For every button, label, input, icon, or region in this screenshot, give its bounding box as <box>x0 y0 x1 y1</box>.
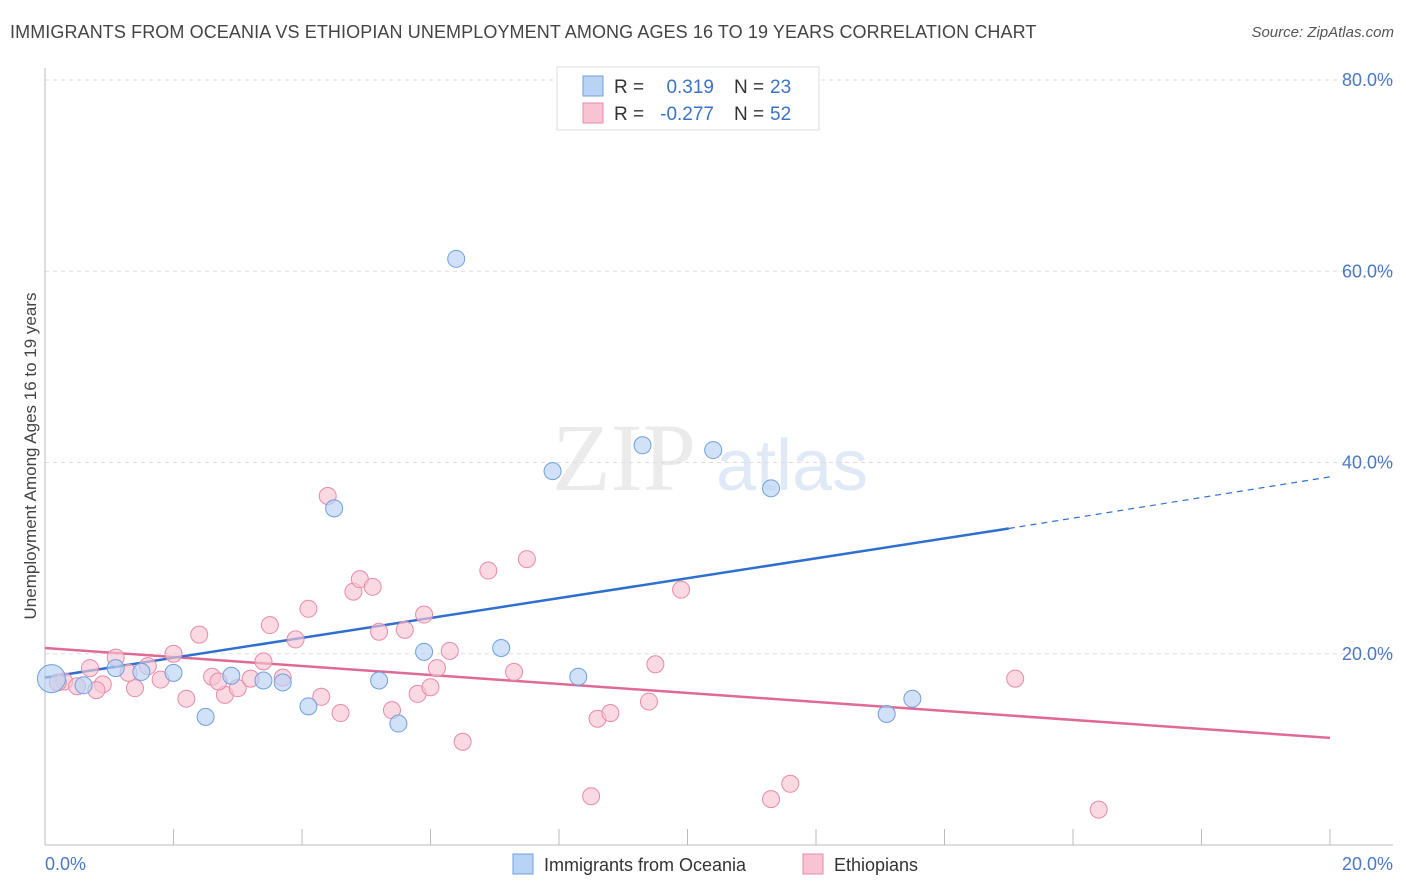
watermark: ZIP atlas <box>552 404 868 511</box>
watermark-zip: ZIP <box>552 404 696 511</box>
data-point-ethiopians <box>781 774 800 793</box>
data-point-oceania <box>164 663 183 682</box>
y-tick-label: 40.0% <box>1342 453 1393 473</box>
bottom-legend-label-2: Ethiopians <box>834 855 918 875</box>
data-point-ethiopians <box>260 616 279 635</box>
data-point-ethiopians <box>505 662 524 681</box>
legend-n-value-1: 23 <box>770 77 791 98</box>
y-tick-label: 80.0% <box>1342 70 1393 90</box>
data-point-ethiopians <box>479 561 498 580</box>
data-point-ethiopians <box>80 659 99 678</box>
data-point-ethiopians <box>639 692 658 711</box>
bottom-legend-swatch-blue <box>512 853 534 875</box>
data-point-ethiopians <box>646 655 665 674</box>
data-point-oceania <box>299 697 318 716</box>
trend-line-oceania-extension <box>1008 476 1331 530</box>
data-point-ethiopians <box>1089 800 1108 819</box>
data-point-oceania <box>389 714 408 733</box>
data-point-ethiopians <box>421 678 440 697</box>
data-point-oceania <box>325 499 344 518</box>
data-point-oceania <box>704 441 723 460</box>
chart-title: IMMIGRANTS FROM OCEANIA VS ETHIOPIAN UNE… <box>10 22 1037 42</box>
y-tick-label: 20.0% <box>1342 644 1393 664</box>
series-immigrants-from-oceania <box>36 249 922 733</box>
data-point-oceania <box>196 707 215 726</box>
legend-n-value-2: 52 <box>770 104 791 125</box>
data-point-ethiopians <box>286 630 305 649</box>
watermark-atlas: atlas <box>716 426 868 506</box>
legend-swatch-blue <box>582 75 604 97</box>
trend-line-oceania <box>44 527 1009 679</box>
data-point-oceania <box>74 676 93 695</box>
data-point-oceania <box>415 642 434 661</box>
data-point-ethiopians <box>190 625 209 644</box>
series-ethiopians <box>48 486 1108 819</box>
data-point-ethiopians <box>254 652 273 671</box>
legend-swatch-pink <box>582 102 604 124</box>
data-point-oceania <box>106 659 125 678</box>
data-point-oceania <box>447 249 466 268</box>
x-tick-labels: 0.0% 20.0% <box>45 854 1393 874</box>
data-point-ethiopians <box>299 599 318 618</box>
data-point-ethiopians <box>601 704 620 723</box>
gridlines <box>45 79 1393 655</box>
data-point-ethiopians <box>164 644 183 663</box>
source-label: Source: ZipAtlas.com <box>1251 24 1394 41</box>
data-point-oceania <box>543 462 562 481</box>
data-point-ethiopians <box>427 659 446 678</box>
legend-r-value-2: -0.277 <box>660 104 714 125</box>
y-tick-labels: 20.0% 40.0% 60.0% 80.0% <box>1342 70 1393 664</box>
x-tick-label: 20.0% <box>1342 854 1393 874</box>
data-point-oceania <box>222 666 241 685</box>
data-point-ethiopians <box>1006 669 1025 688</box>
x-tick-label: 0.0% <box>45 854 86 874</box>
data-point-ethiopians <box>415 605 434 624</box>
data-point-ethiopians <box>762 790 781 809</box>
legend-r-label-1: R = <box>614 77 644 98</box>
y-tick-label: 60.0% <box>1342 261 1393 281</box>
bottom-legend-swatch-pink <box>802 853 824 875</box>
data-point-oceania <box>633 436 652 455</box>
data-point-ethiopians <box>125 679 144 698</box>
data-point-oceania <box>132 662 151 681</box>
x-ticks <box>44 829 1331 845</box>
legend-r-value-1: 0.319 <box>666 77 714 98</box>
data-point-ethiopians <box>363 577 382 596</box>
data-point-oceania <box>877 704 896 723</box>
data-point-ethiopians <box>395 620 414 639</box>
trend-lines <box>44 476 1331 740</box>
data-point-ethiopians <box>517 550 536 569</box>
data-point-oceania <box>903 689 922 708</box>
data-point-oceania <box>254 671 273 690</box>
data-point-ethiopians <box>440 641 459 660</box>
axes <box>44 68 1393 846</box>
data-point-oceania <box>273 673 292 692</box>
data-point-ethiopians <box>312 687 331 706</box>
data-point-ethiopians <box>331 704 350 723</box>
legend-n-label-2: N = <box>734 104 764 125</box>
data-point-ethiopians <box>582 787 601 806</box>
data-point-oceania <box>492 639 511 658</box>
y-axis-label: Unemployment Among Ages 16 to 19 years <box>21 293 40 620</box>
data-point-oceania <box>762 479 781 498</box>
series-legend: Immigrants from Oceania Ethiopians <box>512 853 918 875</box>
data-point-oceania <box>36 664 66 694</box>
data-point-oceania <box>569 667 588 686</box>
stats-legend: R = 0.319 N = 23 R = -0.277 N = 52 <box>556 66 820 131</box>
legend-n-label-1: N = <box>734 77 764 98</box>
legend-r-label-2: R = <box>614 104 644 125</box>
bottom-legend-label-1: Immigrants from Oceania <box>544 855 747 875</box>
data-point-ethiopians <box>370 622 389 641</box>
data-point-ethiopians <box>453 732 472 751</box>
data-point-oceania <box>370 671 389 690</box>
data-point-ethiopians <box>672 580 691 599</box>
data-point-ethiopians <box>177 689 196 708</box>
